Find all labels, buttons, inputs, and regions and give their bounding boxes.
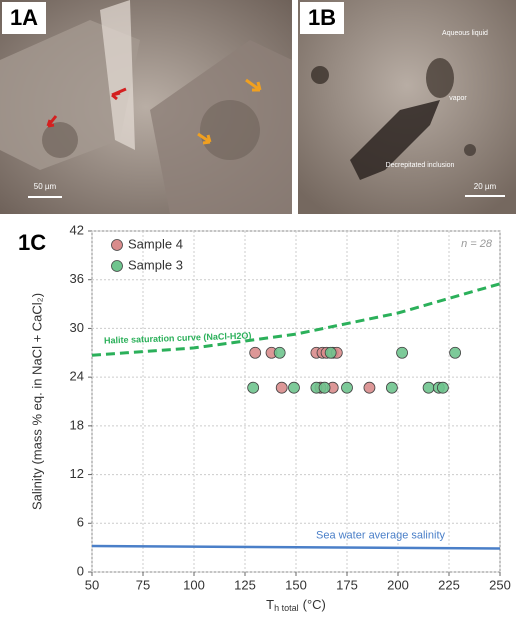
y-tick-label: 6 <box>77 515 84 530</box>
x-tick-label: 175 <box>336 577 358 592</box>
data-point <box>364 382 375 393</box>
figure: 1A 50 µm 1B Aqueous liquid vapor Decrepi… <box>0 0 516 619</box>
annotation: n = 28 <box>461 238 493 250</box>
legend-label: Sample 3 <box>128 257 183 272</box>
data-point <box>397 347 408 358</box>
curve-label: Sea water average salinity <box>316 529 446 541</box>
data-point <box>386 382 397 393</box>
scale-text: 20 µm <box>474 182 497 191</box>
x-axis-label-part: h total <box>274 603 299 613</box>
x-axis-label-part: (°C) <box>303 597 326 612</box>
data-point <box>276 382 287 393</box>
data-point <box>437 382 448 393</box>
y-tick-label: 42 <box>70 222 84 237</box>
y-axis-label: Salinity (mass % eq. in NaCl + CaCl₂) <box>29 293 44 510</box>
legend-marker <box>112 261 123 272</box>
x-axis-label-part: T <box>266 597 274 612</box>
annotation: Decrepitated inclusion <box>386 162 455 169</box>
scale-text: 50 µm <box>34 182 57 191</box>
x-axis-label: Th total (°C) <box>266 597 326 613</box>
y-tick-label: 24 <box>70 369 84 384</box>
y-tick-label: 30 <box>70 320 84 335</box>
data-point <box>450 347 461 358</box>
panel-label: 1A <box>10 5 38 30</box>
data-point <box>423 382 434 393</box>
chart: 0 6 12 18 24 30 36 42 50 75 100 125 150 175 200 225 250 T… <box>29 222 510 613</box>
data-point <box>342 382 353 393</box>
annotation: vapor <box>449 95 467 102</box>
x-tick-label: 225 <box>438 577 460 592</box>
y-tick-label: 18 <box>70 417 84 432</box>
y-tick-label: 0 <box>77 563 84 578</box>
panel-label: 1C <box>18 230 46 255</box>
data-point <box>319 382 330 393</box>
y-tick-label: 12 <box>70 466 84 481</box>
x-tick-label: 75 <box>136 577 150 592</box>
data-point <box>325 347 336 358</box>
x-tick-label: 200 <box>387 577 409 592</box>
x-tick-label: 50 <box>85 577 99 592</box>
panel-label: 1B <box>308 5 336 30</box>
x-tick-label: 100 <box>183 577 205 592</box>
x-tick-label: 150 <box>285 577 307 592</box>
data-point <box>248 382 259 393</box>
x-tick-label: 125 <box>234 577 256 592</box>
data-point <box>250 347 261 358</box>
annotation: Aqueous liquid <box>442 30 488 37</box>
data-point <box>288 382 299 393</box>
data-point <box>274 347 285 358</box>
legend-marker <box>112 240 123 251</box>
x-tick-label: 250 <box>489 577 511 592</box>
y-tick-label: 36 <box>70 271 84 286</box>
legend-label: Sample 4 <box>128 236 183 251</box>
